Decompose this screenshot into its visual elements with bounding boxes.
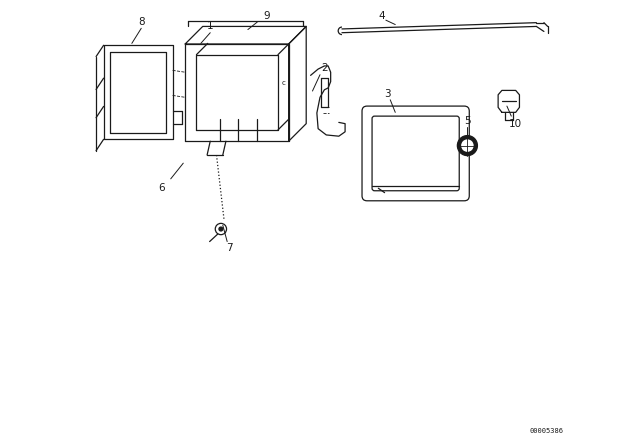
Text: 1: 1: [207, 22, 214, 31]
Text: 2: 2: [322, 64, 328, 73]
Text: 8: 8: [138, 17, 145, 27]
Text: 9: 9: [264, 11, 270, 21]
Text: 3: 3: [385, 89, 391, 99]
Text: 00005386: 00005386: [529, 428, 563, 434]
Text: c: c: [282, 80, 285, 86]
Text: 6: 6: [159, 183, 165, 193]
Text: 7: 7: [226, 243, 232, 253]
Text: 5: 5: [464, 116, 470, 125]
Circle shape: [461, 139, 474, 152]
Circle shape: [458, 136, 477, 155]
Text: 4: 4: [378, 11, 385, 21]
Circle shape: [219, 227, 223, 231]
Text: 10: 10: [509, 119, 522, 129]
